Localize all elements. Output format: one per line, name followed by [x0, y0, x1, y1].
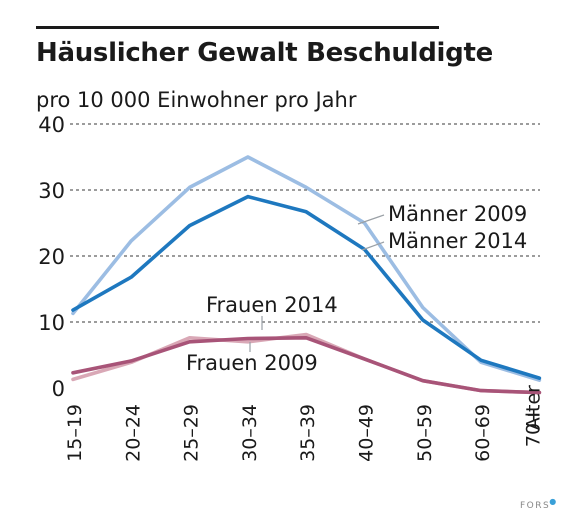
brand-logo: FORS●: [520, 497, 558, 511]
x-tick-label-0: 15–19: [64, 404, 86, 462]
series-line-männer-2009: [71, 155, 542, 382]
series-label-frauen-2014: Frauen 2014: [206, 293, 338, 317]
x-tick-label-4: 35–39: [297, 404, 319, 462]
y-tick-label-30: 30: [38, 179, 65, 203]
series-label-frauen-2009: Frauen 2009: [186, 351, 318, 375]
series-line-männer-2014: [71, 194, 542, 380]
x-tick-label-1: 20–24: [122, 404, 144, 462]
leader-männer-2014: [361, 241, 385, 251]
chart-title: Häuslicher Gewalt Beschuldigte: [36, 38, 493, 68]
y-tick-label-0: 0: [52, 377, 65, 401]
chart-subtitle: pro 10 000 Einwohner pro Jahr: [36, 88, 357, 112]
top-rule: [36, 26, 439, 29]
series-labels: Männer 2009 Männer 2014 Frauen 2014 Frauen …: [186, 202, 527, 375]
x-tick-label-8: 70+Alter: [522, 385, 544, 447]
y-tick-labels: 0 10 20 30 40: [38, 113, 65, 401]
series-label-männer-2014: Männer 2014: [388, 229, 527, 253]
x-tick-label-7: 60–69: [472, 404, 494, 462]
leader-männer-2009: [357, 214, 385, 225]
brand-name: FORS: [520, 501, 551, 511]
x-tick-label-2: 25–29: [181, 404, 203, 462]
x-tick-label-3: 30–34: [239, 404, 261, 462]
y-tick-label-20: 20: [38, 245, 65, 269]
series-label-männer-2009: Männer 2009: [388, 202, 527, 226]
series-lines: [71, 155, 542, 395]
series-line-frauen-2014: [71, 335, 542, 395]
y-tick-label-40: 40: [38, 113, 65, 137]
y-tick-label-10: 10: [38, 311, 65, 335]
gridlines: [70, 123, 540, 323]
x-tick-label-5: 40–49: [356, 404, 378, 462]
x-tick-labels: 15–19 20–24 25–29 30–34 35–39 40–49 50–59 60–69…: [64, 385, 544, 462]
x-tick-label-6: 50–59: [414, 404, 436, 462]
